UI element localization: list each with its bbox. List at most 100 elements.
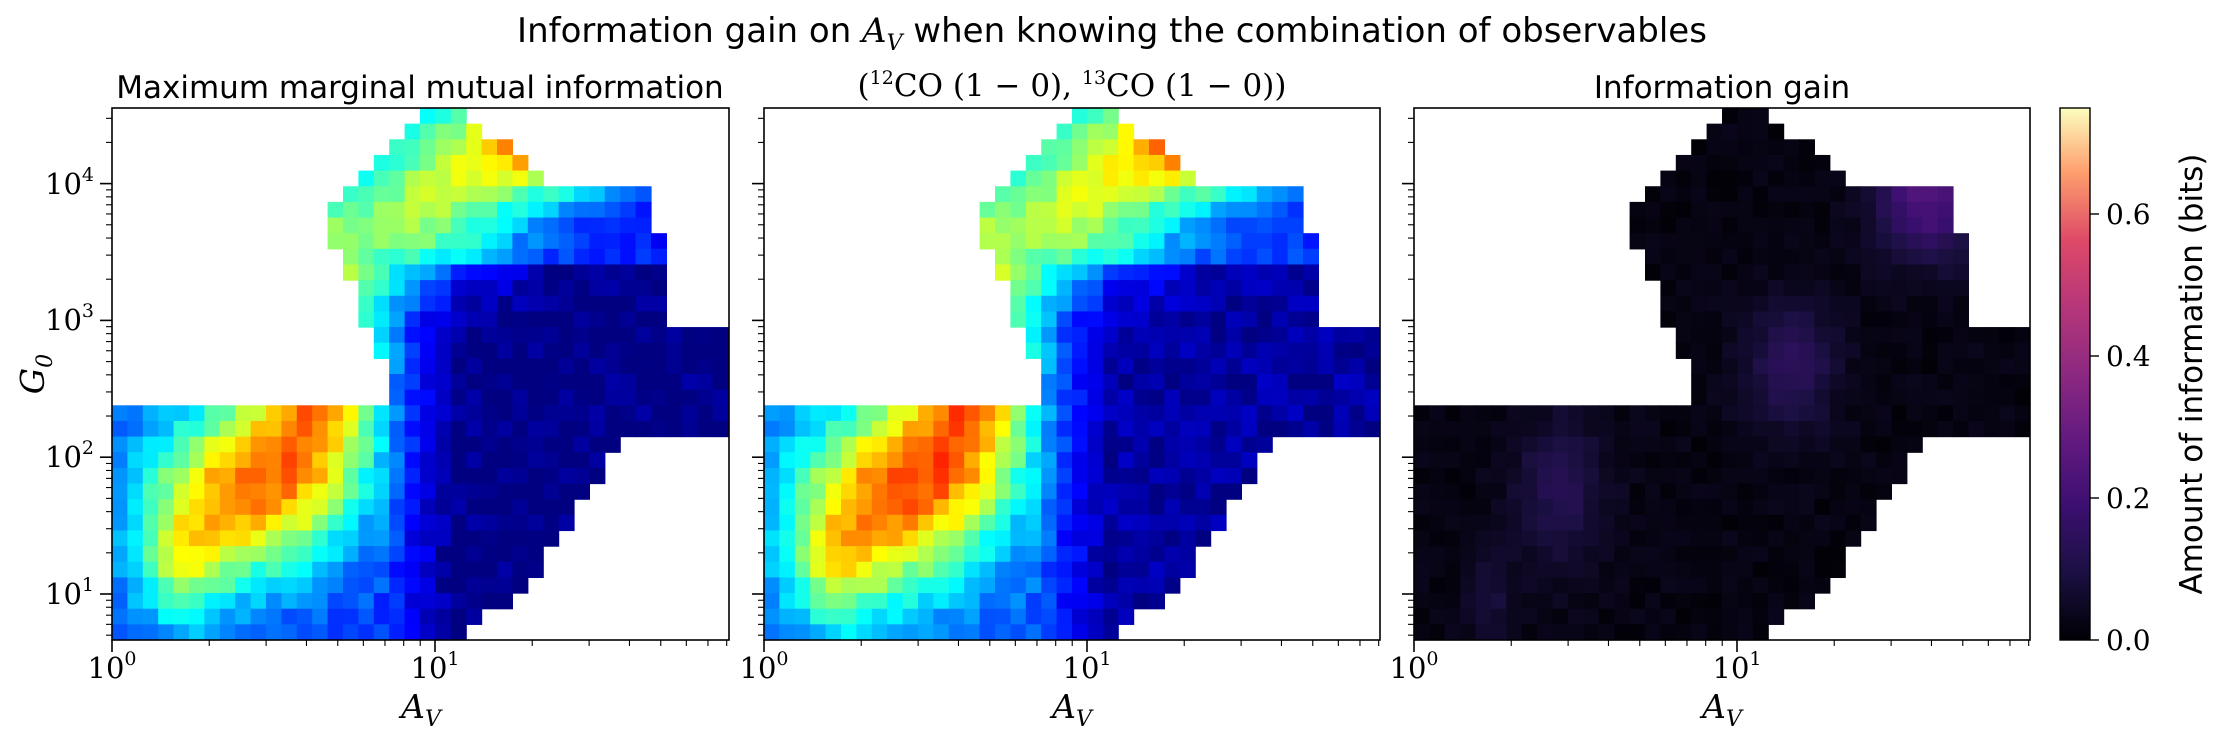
heatmap-cell — [764, 624, 780, 640]
heatmap-cell — [158, 577, 175, 594]
heatmap-cell — [810, 577, 827, 594]
heatmap-cell — [512, 280, 529, 297]
heatmap-cell — [373, 593, 390, 610]
heatmap-cell — [435, 108, 452, 125]
heatmap-cell — [435, 405, 452, 422]
heatmap-cell — [1752, 295, 1769, 313]
heatmap-cell — [681, 358, 698, 375]
heatmap-cell — [964, 593, 981, 610]
heatmap-cell — [589, 295, 606, 313]
heatmap-cell — [1164, 280, 1181, 297]
heatmap-cell — [1552, 561, 1569, 579]
heatmap-cell — [1799, 436, 1815, 453]
heatmap-cell — [1364, 420, 1380, 438]
heatmap-cell — [1722, 452, 1738, 469]
heatmap-cell — [466, 593, 483, 610]
heatmap-cell — [512, 530, 529, 547]
heatmap-cell — [1102, 436, 1119, 453]
heatmap-cell — [1303, 311, 1319, 328]
heatmap-cell — [589, 201, 606, 219]
heatmap-cell — [1118, 561, 1135, 579]
heatmap-cell — [466, 154, 483, 172]
heatmap-cell — [1645, 248, 1661, 266]
heatmap-cell — [497, 546, 513, 563]
heatmap-cell — [902, 577, 919, 594]
heatmap-cell — [1737, 186, 1754, 203]
heatmap-cell — [1072, 561, 1088, 579]
heatmap-cell — [1706, 233, 1723, 250]
heatmap-cell — [1041, 342, 1058, 359]
heatmap-cell — [543, 405, 560, 422]
heatmap-cell — [1133, 358, 1150, 375]
heatmap-cell — [666, 374, 683, 391]
heatmap-cell — [327, 201, 344, 219]
heatmap-cell — [435, 123, 452, 140]
heatmap-cell — [219, 624, 236, 640]
heatmap-cell — [481, 561, 498, 579]
heatmap-cell — [1845, 233, 1862, 250]
heatmap-cell — [779, 514, 796, 532]
heatmap-cell — [1195, 374, 1212, 391]
heatmap-cell — [1799, 233, 1815, 250]
heatmap-cell — [435, 170, 452, 187]
heatmap-cell — [204, 514, 221, 532]
heatmap-cell — [466, 561, 483, 579]
heatmap-cell — [435, 358, 452, 375]
heatmap-cell — [435, 420, 452, 438]
heatmap-cell — [1118, 248, 1135, 266]
heatmap-cell — [1768, 139, 1785, 156]
heatmap-cell — [918, 467, 934, 485]
heatmap-cell — [219, 420, 236, 438]
heatmap-cell — [450, 248, 467, 266]
heatmap-cell — [1179, 311, 1196, 328]
heatmap-cell — [1102, 608, 1119, 625]
heatmap-cell — [1164, 201, 1181, 219]
heatmap-cell — [527, 483, 544, 500]
heatmap-cell — [604, 248, 621, 266]
heatmap-cell — [902, 452, 919, 469]
heatmap-cell — [1891, 201, 1908, 219]
heatmap-cell — [112, 420, 128, 438]
heatmap-cell — [964, 577, 981, 594]
heatmap-cell — [1660, 483, 1677, 500]
heatmap-cell — [887, 546, 904, 563]
heatmap-cell — [173, 436, 190, 453]
heatmap-cell — [1937, 217, 1954, 234]
heatmap-cell — [466, 452, 483, 469]
heatmap-cell — [1414, 624, 1430, 640]
heatmap-cell — [450, 593, 467, 610]
heatmap-cell — [1475, 561, 1492, 579]
heatmap-cell — [825, 452, 842, 469]
heatmap-cell — [1056, 280, 1073, 297]
heatmap-cell — [543, 311, 560, 328]
heatmap-cell — [1799, 201, 1815, 219]
heatmap-cell — [420, 405, 436, 422]
heatmap-cell — [902, 514, 919, 532]
heatmap-cell — [1133, 233, 1150, 250]
heatmap-cell — [1675, 436, 1692, 453]
heatmap-cell — [127, 577, 144, 594]
heatmap-cell — [1629, 577, 1646, 594]
heatmap-cell — [1552, 577, 1569, 594]
heatmap-cell — [1226, 217, 1242, 234]
heatmap-cell — [1087, 295, 1104, 313]
heatmap-cell — [450, 483, 467, 500]
heatmap-cell — [266, 530, 282, 547]
heatmap-cell — [189, 483, 205, 500]
heatmap-cell — [1706, 420, 1723, 438]
colorbar-tick-label-0: 0.0 — [2106, 624, 2151, 657]
heatmap-cell — [1025, 327, 1042, 344]
heatmap-cell — [1706, 483, 1723, 500]
heatmap-cell — [1303, 358, 1319, 375]
heatmap-cell — [1460, 436, 1477, 453]
heatmap-cell — [1444, 514, 1461, 532]
heatmap-cell — [1133, 577, 1150, 594]
heatmap-cell — [404, 514, 421, 532]
heatmap-cell — [620, 374, 637, 391]
heatmap-cell — [1475, 530, 1492, 547]
heatmap-cell — [933, 624, 950, 640]
heatmap-cell — [1891, 233, 1908, 250]
heatmap-cell — [1752, 514, 1769, 532]
heatmap-cell — [142, 499, 159, 516]
heatmap-cell — [1660, 295, 1677, 313]
